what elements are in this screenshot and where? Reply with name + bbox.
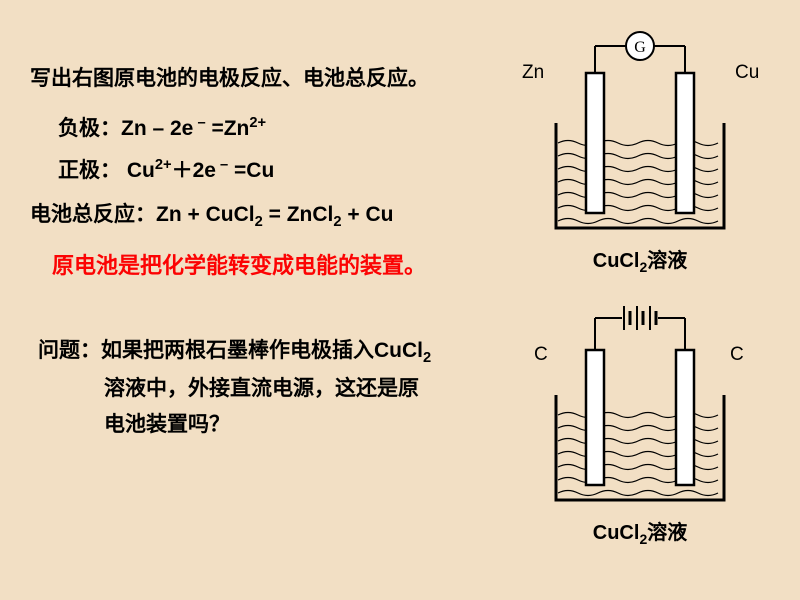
electrolysis-svg (520, 300, 760, 510)
question-line1: 如果把两根石墨棒作电极插入CuCl2 (101, 339, 431, 362)
cu-electrode-label: Cu (735, 62, 759, 84)
c-electrode-left (586, 350, 604, 485)
question-line3: 电池装置吗？ (104, 408, 431, 438)
prompt-line: 写出右图原电池的电极反应、电池总反应。 (30, 62, 429, 92)
positive-label: 正极： (58, 159, 121, 182)
dc-source-icon (624, 306, 656, 330)
electrolysis-diagram: C C (520, 300, 760, 547)
cu-electrode (676, 73, 694, 213)
zn-electrode (586, 73, 604, 213)
galvanometer-label: G (634, 39, 646, 56)
negative-label: 负极： (58, 117, 121, 140)
zn-electrode-label: Zn (522, 62, 544, 84)
content-area: 写出右图原电池的电极反应、电池总反应。 负极：Zn – 2e – =Zn2+ 正… (0, 0, 800, 600)
question-label: 问题： (38, 339, 101, 362)
overall-label: 电池总反应： (30, 203, 156, 226)
diagram2-caption: CuCl2溶液 (520, 516, 760, 547)
negative-equation: Zn – 2e – =Zn2+ (121, 117, 266, 140)
question-line2: 溶液中，外接直流电源，这还是原 (104, 372, 431, 402)
c-electrode-right-label: C (730, 344, 744, 366)
galvanic-cell-svg: G (520, 28, 760, 238)
galvanic-cell-diagram: Zn Cu G (520, 28, 760, 275)
diagram1-caption: CuCl2溶液 (520, 244, 760, 275)
positive-equation: Cu2+＋2e – =Cu (121, 159, 274, 182)
c-electrode-right (676, 350, 694, 485)
overall-equation: Zn + CuCl2 = ZnCl2 + Cu (156, 203, 393, 226)
principle-text: 原电池是把化学能转变成电能的装置。 (52, 248, 426, 280)
c-electrode-left-label: C (534, 344, 548, 366)
